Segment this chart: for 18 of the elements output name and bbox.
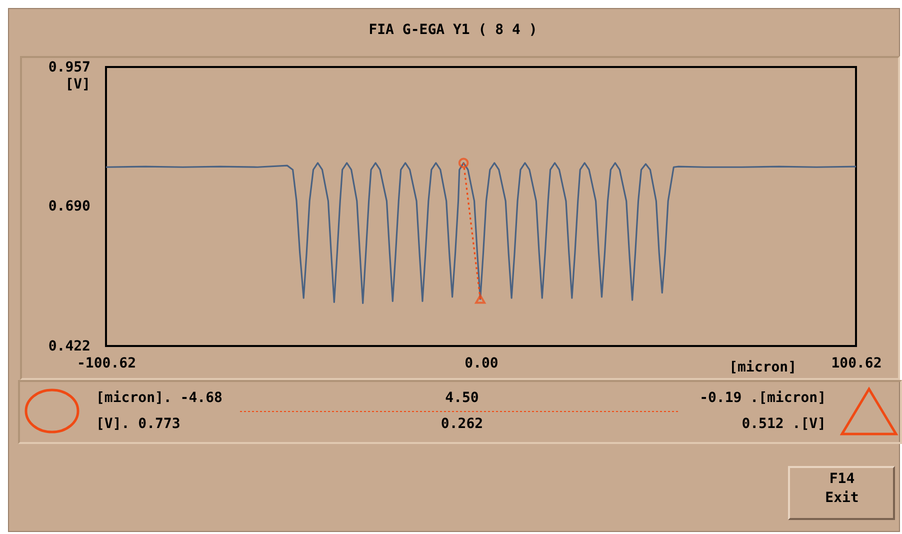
x-tick-label: -100.62 [76,356,136,372]
y-axis-title: [V] [65,76,90,92]
text: [micron]. -4.68 [96,390,222,406]
text: F14 [829,471,855,487]
text: 0.512 .[V] [742,416,826,432]
y-tick-label: 0.422 [48,338,90,354]
x-tick-label: 100.62 [831,356,882,372]
text: 0.262 [440,416,484,432]
text: 4.50 [445,390,479,406]
y-tick-label: 0.690 [48,198,90,215]
x-axis-title: [micron] [729,360,796,376]
text: [V]. 0.773 [96,416,180,432]
y-tick-label: 0.957 [48,60,90,76]
line-series [105,162,857,304]
text: -0.19 .[micron] [700,390,826,406]
chart-title: FIA G-EGA Y1 ( 8 4 ) [368,22,538,38]
x-tick-label: 0.00 [464,356,498,372]
text: Exit [825,490,859,506]
